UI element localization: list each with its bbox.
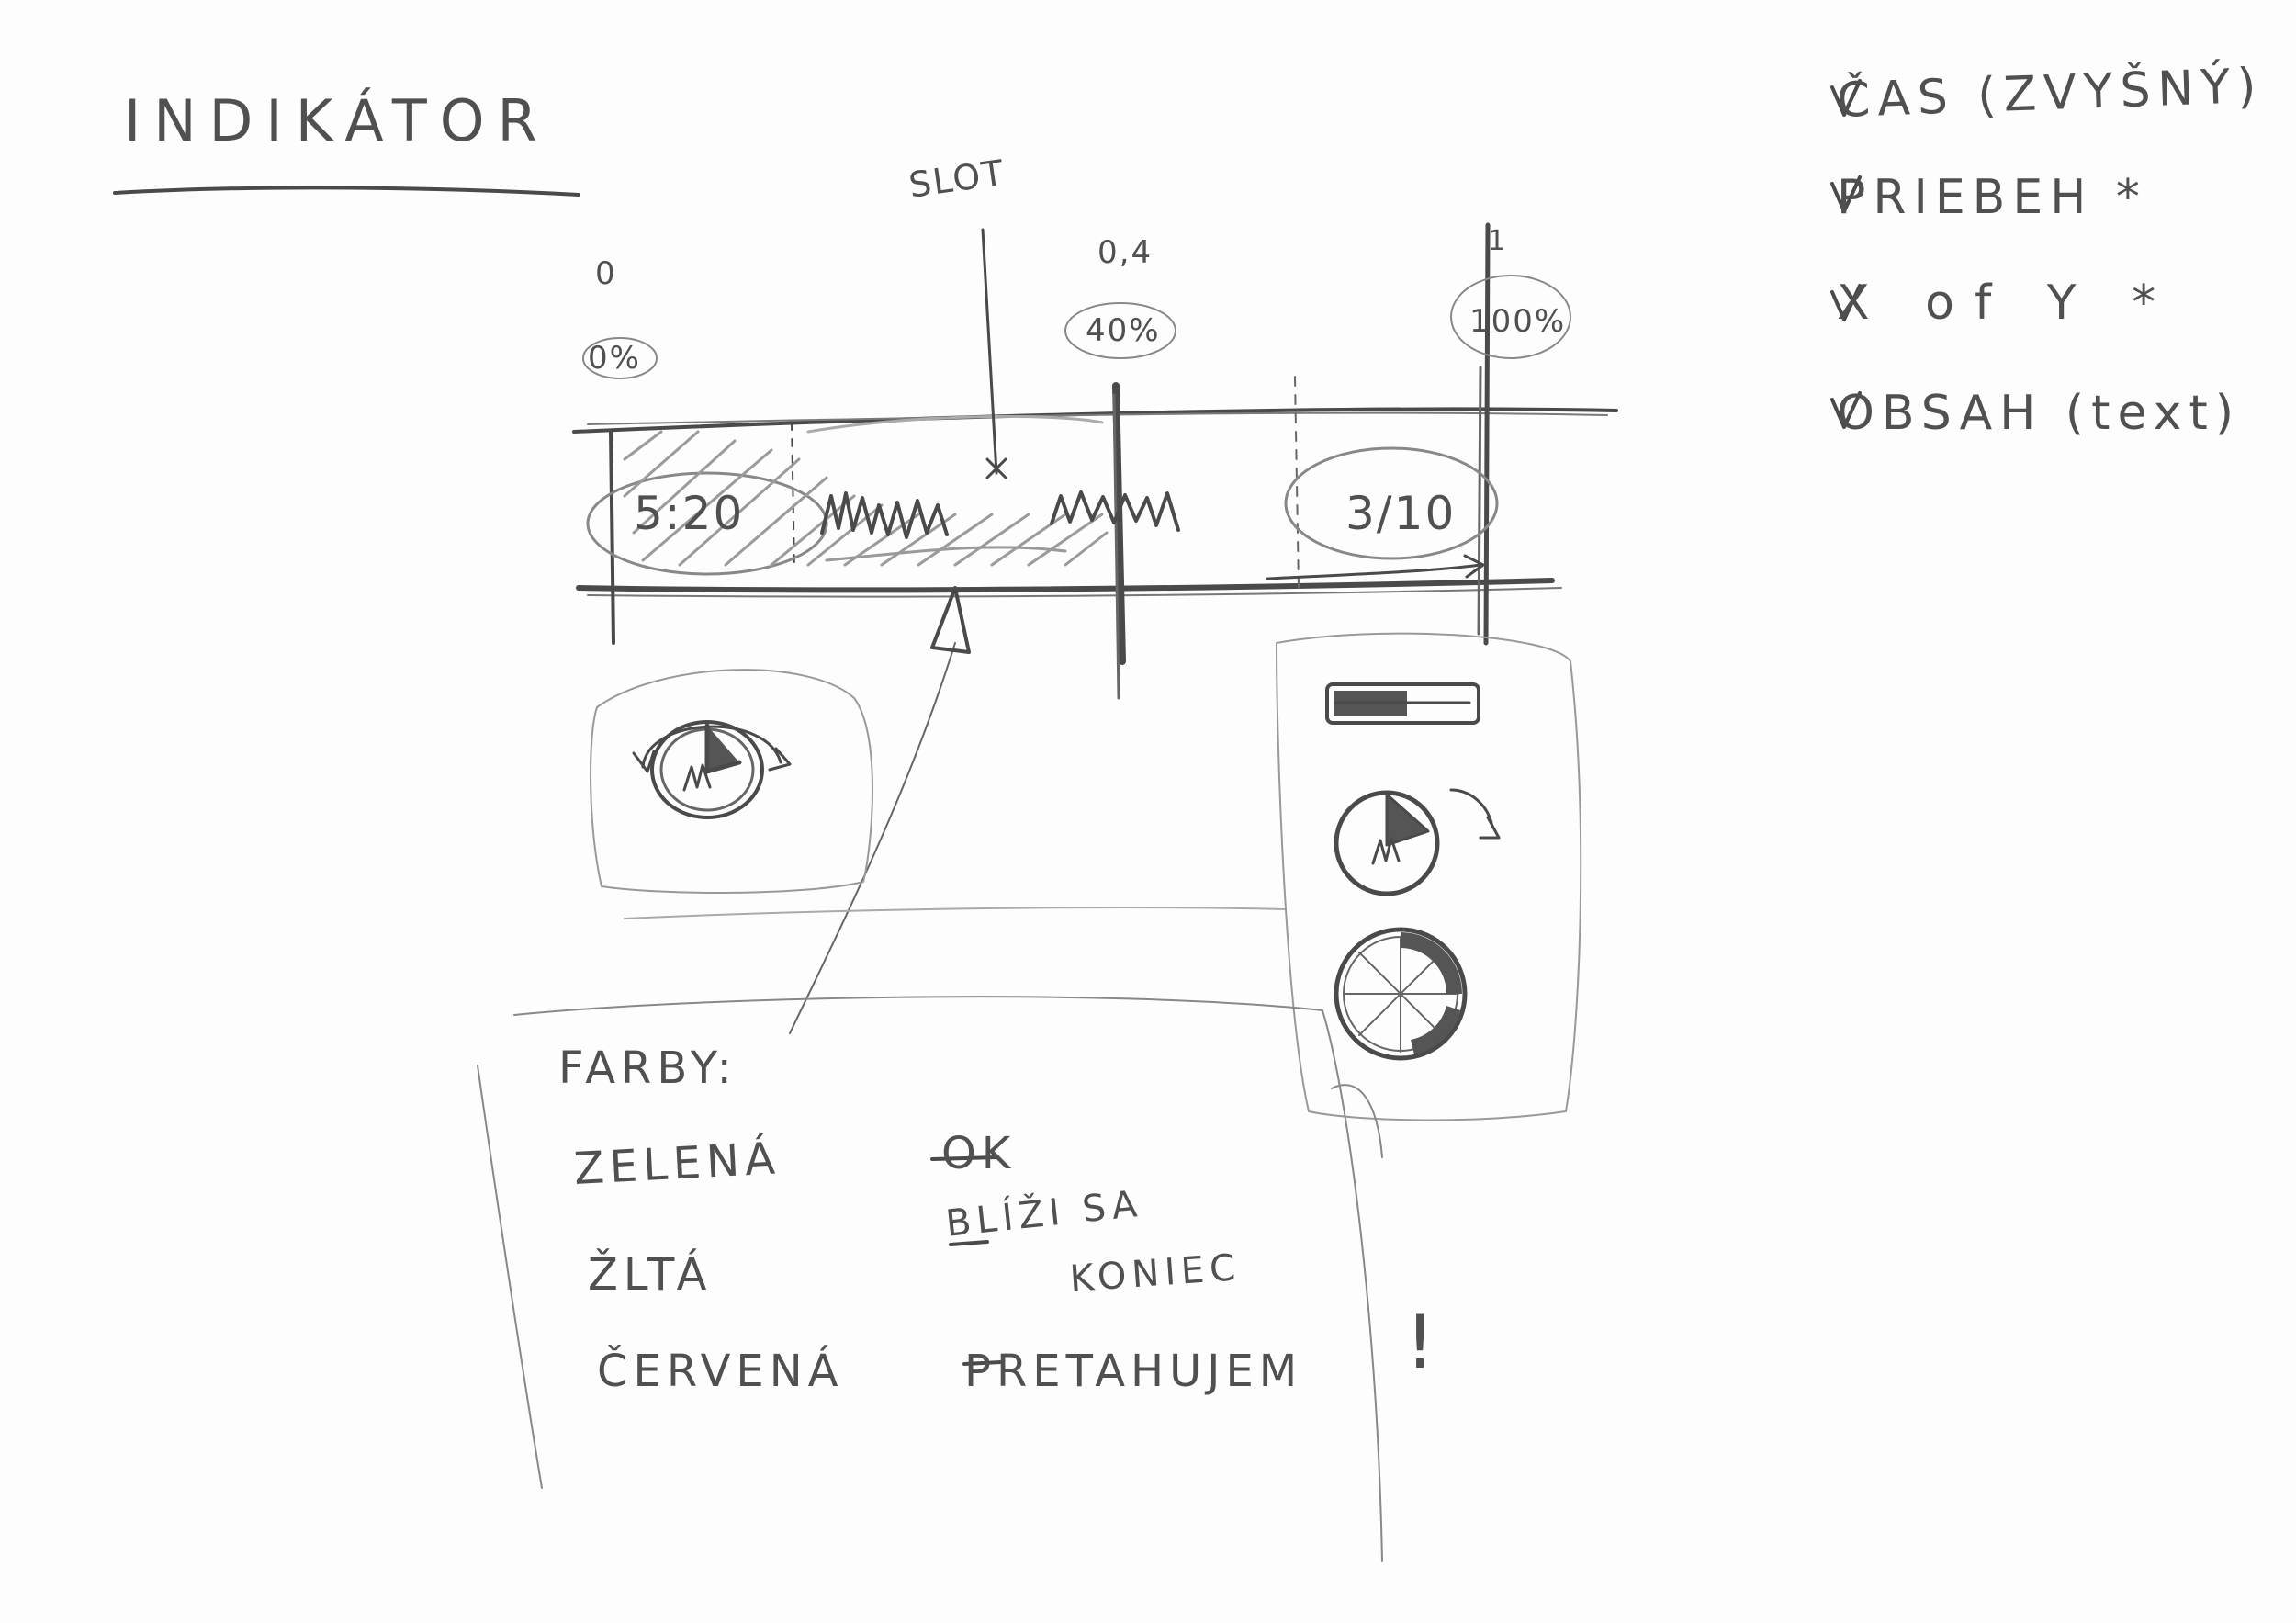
progress-bar [572,222,1618,700]
legend-title: FARBY: [558,1043,737,1094]
checklist-item-x-of-y: X of Y * [1837,276,2177,331]
legend-red: ČERVENÁ [597,1346,844,1397]
legend-green: ZELENÁ [572,1133,782,1195]
legend-green-meaning: OK [941,1128,1017,1179]
checklist-item-progress: PRIEBEH * [1837,170,2147,225]
tick-mid-percent: 40% [1086,312,1161,349]
page-title: INDIKÁTOR [124,87,550,154]
legend-panel [477,996,1383,1562]
percent-40-mark [1064,302,1176,359]
check-marks [1830,79,1862,429]
pie-icon [1334,927,1468,1061]
bar-scribble-left [820,491,949,539]
tick-start-value: 0 [595,255,617,292]
clock-icon [1334,790,1440,896]
bar-time-text: 5:20 [634,487,745,540]
variants-panel [1276,632,1582,1121]
percent-100-mark [1450,275,1571,359]
bar-count-text: 3/10 [1345,487,1457,540]
legend-yellow: ŽLTÁ [588,1249,713,1301]
tick-end-value: 1 [1488,225,1508,257]
tick-mid-value: 0,4 [1097,234,1154,271]
title-underline [113,186,580,197]
battery-icon [1325,682,1480,725]
clock-panel [590,669,1287,919]
tick-start-percent: 0% [588,340,641,377]
percent-0-mark [582,337,658,379]
slot-pointer [981,228,998,475]
legend-emphasis: ! [1405,1300,1441,1385]
tick-end-percent: 100% [1469,303,1567,340]
legend-arrow [789,642,956,1034]
legend-red-meaning: PRETAHUJEM [964,1346,1303,1397]
bar-scribble-right [1050,490,1180,532]
checklist-item-content: OBSAH (text) [1837,386,2242,441]
